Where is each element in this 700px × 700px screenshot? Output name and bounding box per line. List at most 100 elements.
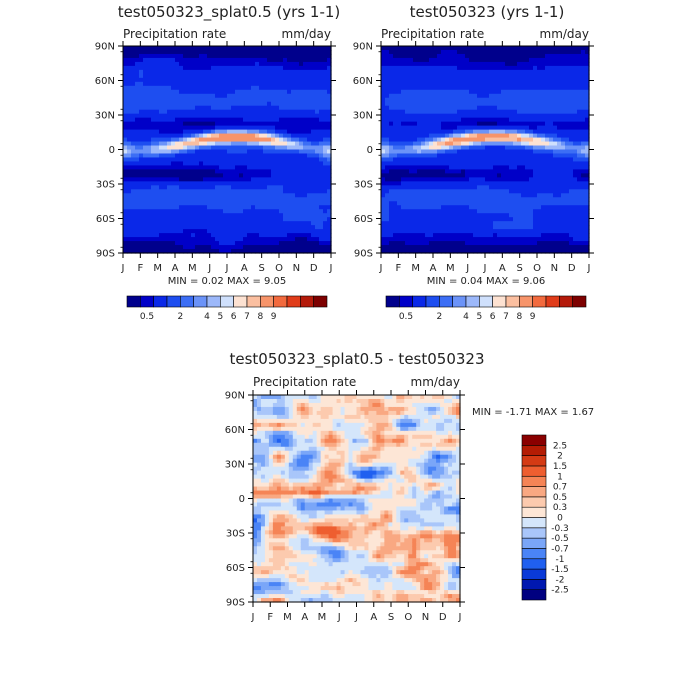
heatmap-cell xyxy=(457,197,462,202)
heatmap-cell xyxy=(287,145,292,151)
heatmap-cell xyxy=(425,145,430,151)
heatmap-cell xyxy=(481,85,486,91)
heatmap-cell xyxy=(465,209,470,214)
heatmap-cell xyxy=(517,141,522,147)
heatmap-cell xyxy=(235,49,240,55)
heatmap-cell xyxy=(123,89,128,95)
heatmap-cell xyxy=(259,161,264,167)
heatmap-cell xyxy=(401,197,406,202)
heatmap-cell xyxy=(239,169,244,174)
heatmap-cell xyxy=(315,177,320,182)
heatmap-cell xyxy=(171,217,176,222)
heatmap-cell xyxy=(389,101,394,107)
heatmap-cell xyxy=(167,229,172,234)
heatmap-cell xyxy=(207,49,212,55)
heatmap-cell xyxy=(323,85,328,91)
heatmap-cell xyxy=(179,145,184,151)
heatmap-cell xyxy=(187,49,192,55)
heatmap-cell xyxy=(295,85,300,91)
heatmap-cell xyxy=(541,249,546,254)
heatmap-cell xyxy=(521,225,526,230)
heatmap-cell xyxy=(163,77,168,83)
heatmap-cell xyxy=(497,217,502,222)
heatmap-cell xyxy=(319,97,324,103)
heatmap-cell xyxy=(489,193,494,198)
heatmap-cell xyxy=(155,229,160,234)
heatmap-cell xyxy=(485,93,490,99)
heatmap-cell xyxy=(541,209,546,214)
heatmap-cell xyxy=(497,157,502,163)
heatmap-cell xyxy=(271,233,276,238)
heatmap-cell xyxy=(247,85,252,91)
heatmap-cell xyxy=(445,57,450,63)
heatmap-cell xyxy=(417,97,422,103)
heatmap-cell xyxy=(227,205,232,210)
heatmap-cell xyxy=(127,101,132,107)
heatmap-cell xyxy=(409,69,414,75)
heatmap-cell xyxy=(287,46,292,51)
heatmap-cell xyxy=(319,57,324,63)
heatmap-cell xyxy=(219,53,224,59)
heatmap-cell xyxy=(397,197,402,202)
heatmap-cell xyxy=(469,189,474,194)
heatmap-cell xyxy=(295,46,300,51)
heatmap-cell xyxy=(251,169,256,174)
heatmap-cell xyxy=(529,161,534,167)
heatmap-cell xyxy=(307,77,312,83)
heatmap-cell xyxy=(267,173,272,178)
heatmap-cell xyxy=(195,97,200,103)
heatmap-cell xyxy=(453,117,458,123)
heatmap-cell xyxy=(397,117,402,123)
heatmap-cell xyxy=(175,217,180,222)
heatmap-cell xyxy=(493,153,498,159)
heatmap-cell xyxy=(517,217,522,222)
heatmap-cell xyxy=(183,245,188,250)
heatmap-cell xyxy=(127,141,132,147)
heatmap-cell xyxy=(263,65,268,71)
heatmap-cell xyxy=(537,137,542,143)
heatmap-cell xyxy=(219,233,224,238)
heatmap-cell xyxy=(283,121,288,127)
heatmap-cell xyxy=(545,173,550,178)
heatmap-cell xyxy=(469,93,474,99)
heatmap-cell xyxy=(175,46,180,51)
heatmap-cell xyxy=(219,241,224,246)
heatmap-cell xyxy=(135,117,140,123)
heatmap-cell xyxy=(409,205,414,210)
heatmap-cell xyxy=(307,85,312,91)
heatmap-cell xyxy=(405,121,410,127)
heatmap-cell xyxy=(171,177,176,182)
heatmap-cell xyxy=(319,209,324,214)
heatmap-cell xyxy=(469,209,474,214)
heatmap-cell xyxy=(295,161,300,167)
heatmap-cell xyxy=(179,141,184,147)
heatmap-cell xyxy=(175,153,180,159)
heatmap-cell xyxy=(457,113,462,119)
heatmap-cell xyxy=(473,157,478,163)
heatmap-cell xyxy=(271,65,276,71)
heatmap-cell xyxy=(155,46,160,51)
heatmap-cell xyxy=(517,73,522,79)
heatmap-cell xyxy=(441,177,446,182)
heatmap-cell xyxy=(299,193,304,198)
heatmap-cell xyxy=(457,109,462,115)
heatmap-cell xyxy=(453,161,458,167)
heatmap-cell xyxy=(195,49,200,55)
heatmap-cell xyxy=(537,201,542,206)
heatmap-cell xyxy=(159,101,164,107)
heatmap-cell xyxy=(509,49,514,55)
heatmap-cell xyxy=(283,225,288,230)
heatmap-cell xyxy=(215,205,220,210)
heatmap-cell xyxy=(545,193,550,198)
heatmap-cell xyxy=(541,121,546,127)
heatmap-cell xyxy=(227,65,232,71)
heatmap-cell xyxy=(143,69,148,75)
heatmap-cell xyxy=(401,157,406,163)
heatmap-cell xyxy=(453,165,458,170)
heatmap-cell xyxy=(287,81,292,87)
heatmap-cell xyxy=(287,153,292,159)
heatmap-cell xyxy=(243,173,248,178)
heatmap-cell xyxy=(159,245,164,250)
heatmap-cell xyxy=(323,245,328,250)
heatmap-cell xyxy=(537,89,542,95)
